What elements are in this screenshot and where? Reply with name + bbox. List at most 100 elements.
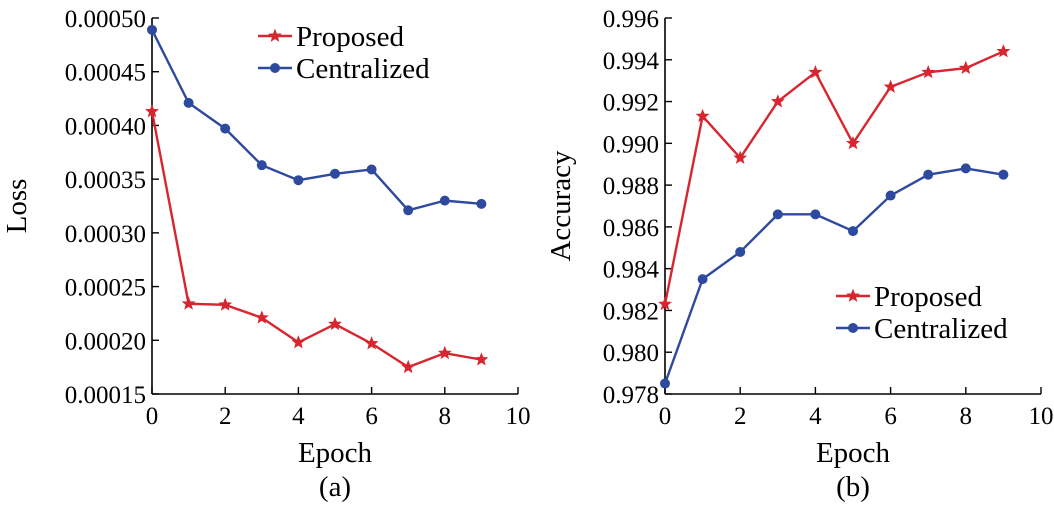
y-axis-label: Accuracy bbox=[545, 150, 577, 262]
data-point bbox=[848, 226, 858, 237]
data-point bbox=[254, 310, 269, 324]
data-point bbox=[998, 169, 1009, 180]
series-layer bbox=[145, 24, 489, 374]
data-point bbox=[883, 79, 898, 93]
legend-label: Centralized bbox=[874, 313, 1008, 345]
data-point bbox=[218, 297, 233, 311]
legend-marker bbox=[270, 63, 280, 73]
data-point bbox=[810, 209, 821, 220]
data-point bbox=[808, 64, 823, 79]
chart-panel-a: 0.00015 0.00020 0.00025 0.00030 0.00035 0.000… bbox=[1, 6, 531, 503]
x-tick-label: 0 bbox=[659, 403, 672, 430]
x-ticks: 0 2 4 6 8 10 bbox=[146, 387, 531, 430]
data-point bbox=[181, 296, 196, 310]
data-point bbox=[476, 198, 487, 209]
x-tick-label: 2 bbox=[734, 403, 747, 430]
x-tick-label: 6 bbox=[884, 403, 897, 430]
data-point bbox=[846, 136, 860, 150]
y-tick-label: 0.992 bbox=[603, 90, 659, 117]
legend-item-proposed: Proposed bbox=[836, 281, 982, 313]
x-tick-label: 10 bbox=[1029, 403, 1054, 430]
legend-item-centralized: Centralized bbox=[258, 53, 430, 85]
data-point bbox=[364, 336, 379, 350]
data-point bbox=[735, 246, 746, 257]
data-point bbox=[401, 359, 416, 374]
data-point bbox=[960, 163, 971, 174]
chart-panel-b: 0.978 0.980 0.982 0.984 0.986 0.988 0.990 0.992… bbox=[545, 6, 1054, 503]
y-tick-label: 0.984 bbox=[603, 257, 660, 284]
data-point bbox=[660, 378, 670, 389]
series-layer bbox=[658, 44, 1011, 389]
legend-label: Proposed bbox=[296, 21, 404, 53]
x-ticks: 0 2 4 6 8 10 bbox=[659, 387, 1054, 430]
data-point bbox=[183, 97, 194, 108]
y-ticks: 0.978 0.980 0.982 0.984 0.986 0.988 0.990 0.992… bbox=[603, 6, 672, 409]
y-tick-label: 0.00035 bbox=[65, 167, 146, 194]
legend-label: Centralized bbox=[296, 53, 430, 85]
data-point bbox=[437, 345, 452, 360]
legend-item-proposed: Proposed bbox=[258, 21, 404, 53]
data-point bbox=[772, 209, 783, 220]
data-point bbox=[220, 123, 231, 134]
y-tick-label: 0.990 bbox=[603, 131, 659, 158]
data-point bbox=[885, 190, 896, 201]
data-point bbox=[256, 160, 267, 171]
data-point bbox=[147, 24, 157, 35]
legend-marker bbox=[268, 28, 282, 42]
data-point bbox=[770, 94, 785, 108]
series-line-centralized bbox=[663, 167, 1004, 384]
data-point bbox=[474, 352, 489, 366]
y-tick-label: 0.00025 bbox=[65, 275, 146, 302]
data-point bbox=[923, 169, 934, 180]
data-point bbox=[658, 296, 672, 311]
y-tick-label: 0.00015 bbox=[65, 382, 146, 409]
series-proposed bbox=[658, 44, 1011, 311]
y-tick-label: 0.00030 bbox=[65, 221, 146, 248]
data-point bbox=[439, 195, 450, 206]
data-point bbox=[697, 274, 708, 285]
x-tick-label: 10 bbox=[506, 403, 531, 430]
data-point bbox=[291, 335, 306, 349]
series-centralized bbox=[660, 163, 1009, 389]
data-point bbox=[921, 64, 936, 79]
data-point bbox=[733, 150, 748, 164]
x-tick-label: 6 bbox=[365, 403, 378, 430]
x-axis-label: Epoch bbox=[298, 437, 373, 469]
y-tick-label: 0.00045 bbox=[65, 60, 146, 87]
y-ticks: 0.00015 0.00020 0.00025 0.00030 0.00035 0.000… bbox=[65, 6, 159, 409]
y-tick-label: 0.994 bbox=[603, 48, 660, 75]
legend-item-centralized: Centralized bbox=[836, 313, 1008, 345]
data-point bbox=[366, 164, 377, 175]
x-tick-label: 4 bbox=[292, 403, 305, 430]
data-point bbox=[293, 175, 304, 186]
y-tick-label: 0.00020 bbox=[65, 328, 146, 355]
data-point bbox=[145, 104, 159, 118]
data-point bbox=[695, 108, 710, 123]
y-tick-label: 0.982 bbox=[603, 298, 659, 325]
data-point bbox=[958, 60, 973, 75]
legend-marker bbox=[846, 288, 860, 302]
x-axis-label: Epoch bbox=[816, 437, 891, 469]
plot-area: 0.00015 0.00020 0.00025 0.00030 0.00035 0.000… bbox=[65, 6, 531, 430]
x-tick-label: 4 bbox=[809, 403, 822, 430]
x-tick-label: 8 bbox=[960, 403, 973, 430]
series-line-proposed bbox=[663, 50, 1004, 305]
y-tick-label: 0.978 bbox=[603, 382, 659, 409]
plot-area: 0.978 0.980 0.982 0.984 0.986 0.988 0.990 0.992… bbox=[603, 6, 1054, 430]
legend-label: Proposed bbox=[874, 281, 982, 313]
x-tick-label: 8 bbox=[439, 403, 452, 430]
legend-marker bbox=[848, 323, 858, 333]
y-tick-label: 0.980 bbox=[603, 340, 659, 367]
data-point bbox=[403, 205, 414, 216]
series-centralized bbox=[147, 24, 487, 216]
data-point bbox=[996, 44, 1011, 58]
y-tick-label: 0.996 bbox=[603, 6, 659, 33]
series-line-proposed bbox=[150, 111, 482, 369]
x-tick-label: 2 bbox=[219, 403, 232, 430]
y-tick-label: 0.00050 bbox=[65, 6, 146, 33]
series-proposed bbox=[145, 104, 489, 374]
y-tick-label: 0.00040 bbox=[65, 113, 146, 140]
